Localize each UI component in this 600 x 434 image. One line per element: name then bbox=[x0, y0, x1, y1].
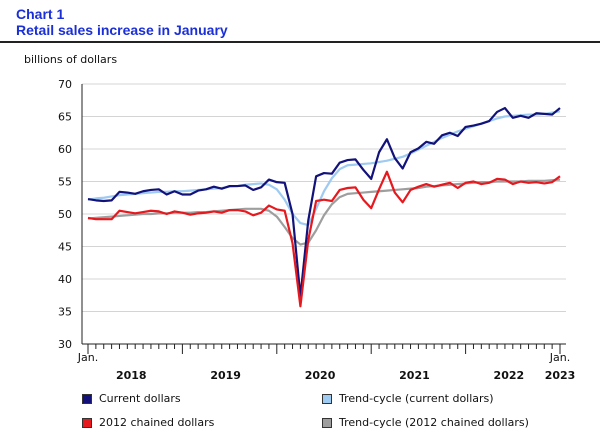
y-axis-unit-label: billions of dollars bbox=[24, 53, 117, 66]
y-tick-label-35: 35 bbox=[58, 306, 72, 319]
x-start-label: Jan. bbox=[77, 351, 98, 364]
y-tick-label-50: 50 bbox=[58, 208, 72, 221]
axes: 30 35 40 45 50 55 60 65 70 Jan. Jan. 2018 2019 2020 20… bbox=[58, 78, 575, 382]
y-tick-label-70: 70 bbox=[58, 78, 72, 91]
chart-number: Chart 1 bbox=[16, 6, 65, 22]
y-tick-label-60: 60 bbox=[58, 143, 72, 156]
x-end-label: Jan. bbox=[549, 351, 570, 364]
year-label-2021: 2021 bbox=[399, 369, 430, 382]
series-lines bbox=[87, 106, 561, 308]
year-label-2023: 2023 bbox=[545, 369, 576, 382]
chart-title: Retail sales increase in January bbox=[16, 22, 228, 38]
year-label-2020: 2020 bbox=[305, 369, 336, 382]
series-line-2012-chained-dollars bbox=[87, 170, 561, 308]
y-tick-label-65: 65 bbox=[58, 111, 72, 124]
y-tick-label-30: 30 bbox=[58, 338, 72, 351]
gridlines bbox=[82, 83, 566, 312]
chart-title-block: Chart 1 Retail sales increase in January bbox=[16, 6, 228, 38]
year-label-2018: 2018 bbox=[116, 369, 147, 382]
y-tick-label-45: 45 bbox=[58, 241, 72, 254]
year-label-2019: 2019 bbox=[210, 369, 241, 382]
y-tick-label-55: 55 bbox=[58, 176, 72, 189]
series-line-trend-cycle-current-dollars bbox=[87, 110, 561, 227]
series-line-current-dollars bbox=[87, 106, 561, 298]
y-tick-label-40: 40 bbox=[58, 273, 72, 286]
year-label-2022: 2022 bbox=[494, 369, 525, 382]
title-divider bbox=[0, 41, 600, 43]
